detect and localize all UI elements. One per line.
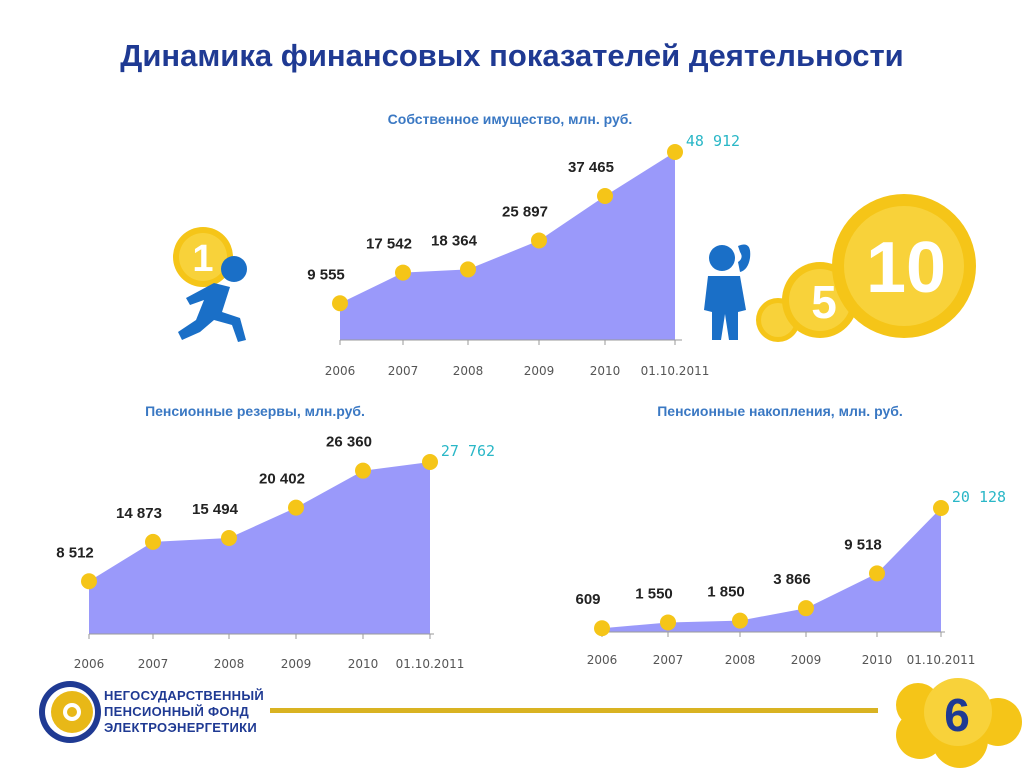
data-point (933, 500, 949, 516)
data-label: 15 494 (192, 501, 239, 518)
chart-2: 2006 2007 2008 2009 2010 01.10.2011 8 512 14 87… (56, 434, 495, 671)
logo-line-3: ЭЛЕКТРОЭНЕРГЕТИКИ (104, 720, 258, 735)
thinking-man-icon (704, 244, 751, 340)
x-tick-label: 2010 (348, 657, 379, 671)
data-label: 1 850 (707, 584, 745, 601)
data-point (597, 187, 613, 204)
data-point (531, 232, 547, 249)
data-point (221, 530, 237, 547)
data-point (422, 454, 438, 470)
data-point (594, 620, 610, 637)
x-tick-label: 2007 (653, 653, 684, 667)
x-tick-label: 2008 (214, 657, 245, 671)
x-tick-label: 2006 (74, 657, 105, 671)
logo-line-1: НЕГОСУДАРСТВЕННЫЙ (104, 688, 265, 703)
data-label: 3 866 (773, 571, 811, 588)
logo-line-2: ПЕНСИОННЫЙ ФОНД (104, 704, 250, 719)
npf-logo-icon (39, 681, 101, 743)
data-point (355, 462, 371, 479)
data-label: 9 555 (307, 266, 345, 283)
series-area (602, 508, 941, 632)
x-tick-label: 2007 (138, 657, 169, 671)
series-area (340, 152, 675, 340)
x-tick-label: 2008 (453, 364, 484, 378)
page-title: Динамика финансовых показателей деятельн… (120, 38, 904, 73)
x-tick-label: 2010 (590, 364, 621, 378)
data-label: 14 873 (116, 505, 162, 522)
x-tick-label: 2007 (388, 364, 419, 378)
data-label: 17 542 (366, 236, 412, 253)
chart-1: 2006 2007 2008 2009 2010 01.10.2011 9 555 17 54… (307, 132, 740, 378)
data-point (460, 261, 476, 278)
data-label: 8 512 (56, 544, 94, 561)
data-point (667, 144, 683, 160)
data-point (798, 600, 814, 617)
data-point (869, 565, 885, 582)
data-label: 609 (575, 591, 600, 608)
data-label: 18 364 (431, 232, 478, 249)
data-label: 48 912 (686, 132, 740, 150)
gold-coins-icon: 5 10 (756, 194, 976, 342)
chart1-title: Собственное имущество, млн. руб. (387, 111, 633, 127)
x-tick-label: 2008 (725, 653, 756, 667)
svg-text:10: 10 (866, 228, 946, 308)
data-point (81, 573, 97, 590)
data-point (732, 612, 748, 629)
footer-divider (270, 708, 878, 713)
running-man-with-coin-icon: 1 (173, 227, 247, 342)
x-tick-label: 2009 (281, 657, 312, 671)
data-point (145, 533, 161, 550)
data-point (332, 295, 348, 312)
x-tick-label: 2006 (325, 364, 356, 378)
x-tick-label: 2006 (587, 653, 618, 667)
page-number: 6 (944, 689, 970, 741)
data-label: 26 360 (326, 434, 372, 451)
page-number-coins-icon (896, 678, 1022, 768)
data-label: 27 762 (441, 442, 495, 460)
x-tick-label: 2009 (791, 653, 822, 667)
data-label: 9 518 (844, 536, 882, 553)
data-label: 25 897 (502, 203, 548, 220)
chart2-title: Пенсионные резервы, млн.руб. (145, 403, 365, 419)
series-area (89, 462, 430, 634)
x-tick-label: 01.10.2011 (907, 653, 976, 667)
data-label: 1 550 (635, 585, 673, 602)
data-label: 20 402 (259, 471, 305, 488)
data-point (395, 264, 411, 281)
svg-text:5: 5 (811, 276, 837, 328)
data-point (288, 499, 304, 516)
data-label: 37 465 (568, 159, 614, 176)
chart-3: 2006 2007 2008 2009 2010 01.10.2011 609 1 550 1 … (575, 488, 1006, 667)
x-tick-label: 01.10.2011 (641, 364, 710, 378)
data-point (660, 614, 676, 631)
chart3-title: Пенсионные накопления, млн. руб. (657, 403, 903, 419)
data-label: 20 128 (952, 488, 1006, 506)
x-tick-label: 2009 (524, 364, 555, 378)
svg-text:1: 1 (192, 238, 213, 280)
x-tick-label: 01.10.2011 (396, 657, 465, 671)
x-tick-label: 2010 (862, 653, 893, 667)
company-logo-text: НЕГОСУДАРСТВЕННЫЙ ПЕНСИОННЫЙ ФОНД ЭЛЕКТР… (104, 688, 264, 736)
